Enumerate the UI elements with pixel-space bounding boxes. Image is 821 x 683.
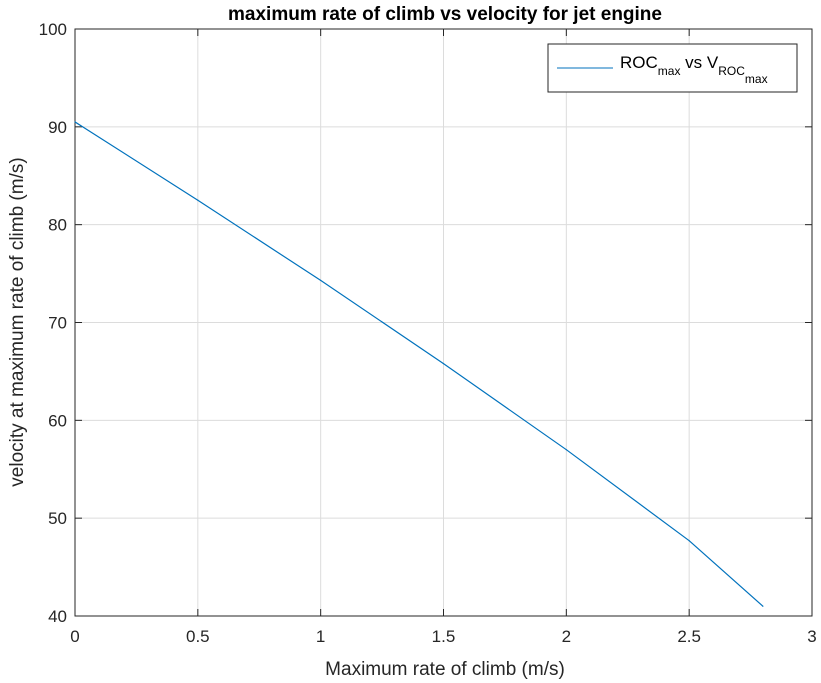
legend-mid-text: vs V — [680, 53, 718, 72]
series-layer — [74, 121, 764, 607]
data-point — [762, 605, 764, 607]
x-tick-label: 3 — [807, 627, 816, 646]
y-tick-label: 80 — [48, 216, 67, 235]
data-point — [442, 362, 445, 365]
data-point — [565, 449, 567, 451]
data-point — [197, 199, 199, 201]
x-tick-label: 1 — [316, 627, 325, 646]
y-tick-label: 60 — [48, 411, 67, 430]
x-tick-label: 0 — [70, 627, 79, 646]
x-tick-label: 2.5 — [677, 627, 701, 646]
legend: ROCmax vs VROCmax — [547, 43, 798, 93]
legend-subscript-2: ROC — [718, 64, 745, 78]
legend-subsubscript: max — [745, 72, 768, 86]
legend-entry: ROCmax vs VROCmax — [620, 53, 768, 86]
data-point — [74, 121, 76, 123]
x-tick-label: 2 — [562, 627, 571, 646]
data-point — [320, 279, 322, 282]
legend-main-text: ROC — [620, 53, 658, 72]
y-tick-label: 50 — [48, 509, 67, 528]
y-tick-label: 90 — [48, 118, 67, 137]
chart-title: maximum rate of climb vs velocity for je… — [228, 4, 662, 25]
data-point — [688, 540, 690, 542]
x-tick-label: 0.5 — [186, 627, 210, 646]
legend-subscript-1: max — [658, 64, 681, 78]
x-tick-label: 1.5 — [432, 627, 456, 646]
axis-ticks: 0 0.5 1 1.5 2 2.5 3 40 50 60 70 80 90 100 — [39, 20, 817, 646]
x-axis-label: Maximum rate of climb (m/s) — [325, 659, 565, 680]
y-tick-label: 70 — [48, 314, 67, 333]
y-tick-label: 40 — [48, 607, 67, 626]
y-axis-label: velocity at maximum rate of climb (m/s) — [7, 157, 28, 486]
y-tick-label: 100 — [39, 20, 67, 39]
